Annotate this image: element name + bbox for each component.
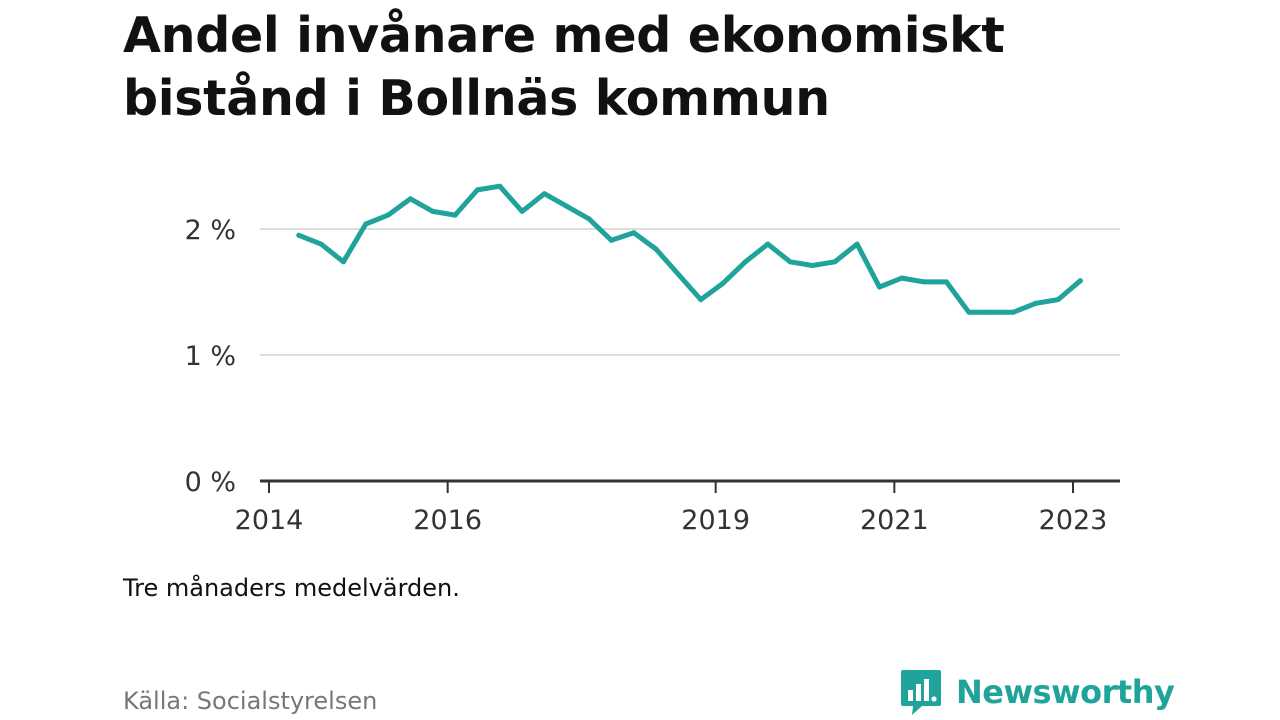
data-point [1010,309,1016,315]
data-point [340,259,346,265]
data-point [1055,297,1061,303]
data-point [653,246,659,252]
data-point [988,309,994,315]
data-point [943,279,949,285]
data-point [966,309,972,315]
data-point [876,284,882,290]
data-point [854,241,860,247]
x-tick-label: 2023 [1039,505,1108,536]
data-point [318,241,324,247]
data-point [430,208,436,214]
x-axis-ticks: 2014 2016 2019 2021 2023 [235,481,1108,536]
chart-note: Tre månaders medelvärden. [123,574,460,602]
data-point [586,216,592,222]
data-point [363,221,369,227]
data-point [541,191,547,197]
data-point [564,203,570,209]
data-point [385,212,391,218]
data-point [698,297,704,303]
data-point [720,280,726,286]
data-point [1033,300,1039,306]
y-tick-label: 0 % [185,467,236,498]
data-point [608,237,614,243]
x-tick-label: 2014 [235,505,304,536]
data-point [809,263,815,268]
data-point [497,183,503,189]
chart-title: Andel invånare med ekonomiskt bistånd i … [123,7,1005,127]
data-point [765,241,771,247]
data-point [296,232,302,238]
data-point [631,230,637,236]
newsworthy-logo-icon [901,670,941,715]
data-point [407,196,413,202]
x-tick-label: 2019 [681,505,750,536]
grid-lines [260,228,1120,356]
data-point [921,279,927,285]
series-line [296,183,1083,315]
y-tick-label: 1 % [185,341,236,372]
data-point [787,259,793,265]
data-point [832,259,838,265]
brand-logo: Newsworthy [900,668,1175,716]
chart-source: Källa: Socialstyrelsen [123,687,378,715]
y-axis-ticks: 0 % 1 % 2 % [185,215,236,498]
data-point [519,208,525,214]
data-point [899,275,905,281]
data-points [296,183,1083,315]
data-point [742,259,748,265]
brand-name: Newsworthy [956,673,1175,711]
x-tick-label: 2021 [860,505,929,536]
data-point [1077,278,1083,284]
data-point [452,212,458,218]
data-point [675,271,681,277]
data-point [474,187,480,193]
x-tick-label: 2016 [413,505,482,536]
y-tick-label: 2 % [185,215,236,246]
